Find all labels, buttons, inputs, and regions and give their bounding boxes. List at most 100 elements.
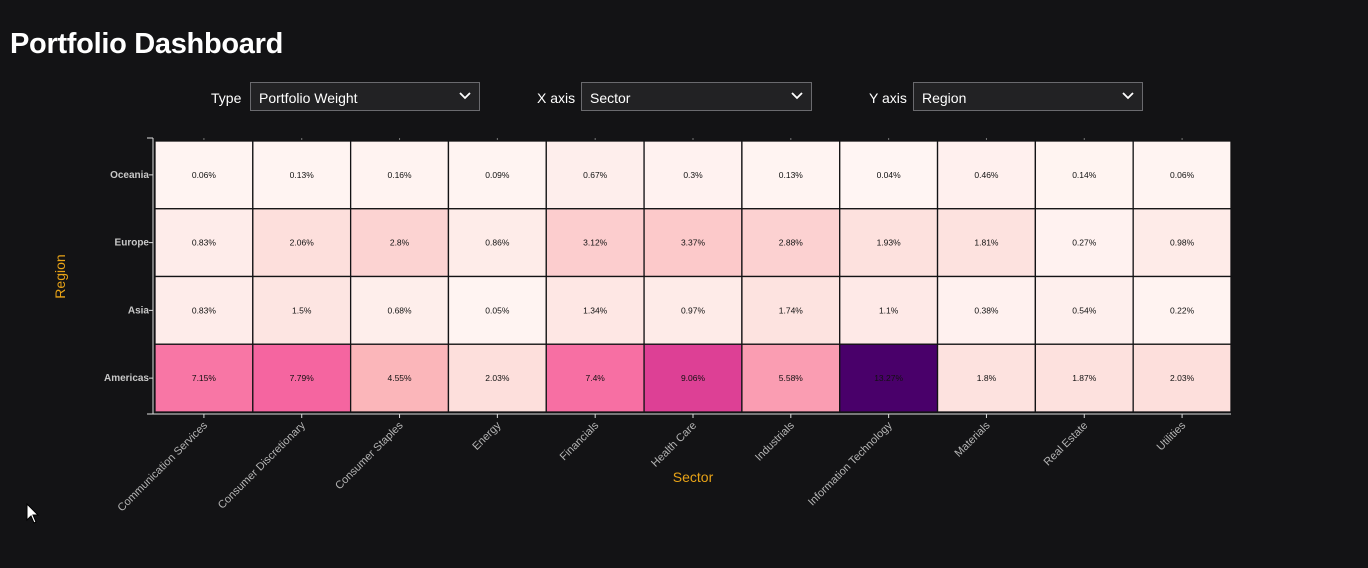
- cell-value-label: 0.09%: [485, 170, 510, 180]
- x-tick-label: Utilities: [1155, 419, 1189, 453]
- chevron-down-icon: [459, 92, 471, 100]
- y-tick-label: Europe: [115, 238, 150, 249]
- y-tick-label: Oceania: [110, 170, 149, 181]
- heatmap-cell: [741, 140, 841, 210]
- x-axis-label: X axis: [537, 90, 576, 106]
- cell-value-label: 7.79%: [290, 373, 315, 383]
- heatmap-cell: [643, 343, 743, 413]
- cell-value-label: 13.27%: [874, 373, 903, 383]
- type-label: Type: [211, 90, 242, 106]
- x-tick-label: Materials: [953, 419, 993, 459]
- heatmap-cell: [936, 140, 1037, 210]
- x-tick-label: Communication Services: [116, 419, 211, 514]
- cell-value-label: 0.38%: [974, 305, 999, 315]
- page-title: Portfolio Dashboard: [10, 28, 284, 60]
- heatmap-cell: [252, 275, 352, 345]
- cell-value-label: 1.8%: [977, 373, 997, 383]
- cell-value-label: 0.98%: [1170, 238, 1195, 248]
- cell-value-label: 0.83%: [192, 238, 217, 248]
- heatmap-cell: [1132, 140, 1232, 210]
- heatmap-cell: [447, 140, 547, 210]
- heatmap-cell: [741, 275, 841, 345]
- y-axis-select[interactable]: Region: [913, 82, 1143, 111]
- heatmap-cell: [936, 208, 1037, 278]
- x-tick-label: Industrials: [753, 419, 797, 463]
- heatmap-cell: [1034, 275, 1134, 345]
- heatmap-cell: [252, 343, 352, 413]
- cell-value-label: 2.88%: [779, 238, 804, 248]
- x-tick-label: Information Technology: [806, 419, 895, 508]
- cell-value-label: 0.68%: [387, 305, 412, 315]
- cell-value-label: 0.13%: [779, 170, 804, 180]
- cell-value-label: 2.06%: [290, 238, 315, 248]
- cell-value-label: 7.15%: [192, 373, 217, 383]
- heatmap-cell: [1034, 343, 1134, 413]
- heatmap-cell: [839, 140, 939, 210]
- cell-value-label: 0.14%: [1072, 170, 1097, 180]
- x-tick-label: Energy: [470, 419, 503, 452]
- x-tick-label: Financials: [558, 419, 602, 463]
- cell-value-label: 0.22%: [1170, 305, 1195, 315]
- cell-value-label: 0.67%: [583, 170, 608, 180]
- heatmap-cell: [643, 208, 743, 278]
- mouse-pointer-icon: [26, 503, 40, 524]
- cell-value-label: 3.12%: [583, 238, 608, 248]
- heatmap-cell: [349, 208, 450, 278]
- heatmap-cell: [252, 140, 352, 210]
- heatmap-cell: [252, 208, 352, 278]
- y-axis-label: Y axis: [869, 90, 907, 106]
- cell-value-label: 0.54%: [1072, 305, 1097, 315]
- cell-value-label: 2.8%: [390, 238, 410, 248]
- cell-value-label: 2.03%: [1170, 373, 1195, 383]
- y-axis-select-value: Region: [922, 90, 967, 106]
- heatmap-cell: [643, 140, 743, 210]
- cell-value-label: 2.03%: [485, 373, 510, 383]
- heatmap-cell: [936, 343, 1037, 413]
- cell-value-label: 0.06%: [192, 170, 217, 180]
- cell-value-label: 5.58%: [779, 373, 804, 383]
- chevron-down-icon: [1122, 92, 1134, 100]
- y-tick-label: Asia: [128, 305, 150, 316]
- heatmap-cell: [741, 208, 841, 278]
- cell-value-label: 0.13%: [290, 170, 315, 180]
- cell-value-label: 0.46%: [974, 170, 999, 180]
- heatmap-cell: [545, 208, 645, 278]
- x-tick-label: Health Care: [649, 420, 699, 470]
- heatmap-cell: [741, 343, 841, 413]
- heatmap-cell: [447, 208, 547, 278]
- heatmap-cell: [154, 208, 254, 278]
- heatmap-cell: [349, 140, 450, 210]
- heatmap-cell: [447, 343, 547, 413]
- cell-value-label: 0.05%: [485, 305, 510, 315]
- type-select-value: Portfolio Weight: [259, 90, 358, 106]
- y-axis-title: Region: [52, 254, 68, 298]
- cell-value-label: 0.83%: [192, 305, 217, 315]
- heatmap-cell: [839, 343, 939, 413]
- cell-value-label: 1.93%: [877, 238, 902, 248]
- cell-value-label: 0.27%: [1072, 238, 1097, 248]
- chevron-down-icon: [791, 92, 803, 100]
- x-tick-label: Real Estate: [1042, 420, 1091, 469]
- cell-value-label: 1.87%: [1072, 373, 1097, 383]
- heatmap-cell: [154, 275, 254, 345]
- cell-value-label: 1.5%: [292, 305, 312, 315]
- heatmap-cell: [1132, 208, 1232, 278]
- heatmap-cell: [1132, 343, 1232, 413]
- cell-value-label: 0.04%: [877, 170, 902, 180]
- cell-value-label: 9.06%: [681, 373, 706, 383]
- x-tick-label: Consumer Staples: [333, 419, 406, 492]
- heatmap-cell: [839, 208, 939, 278]
- heatmap-cell: [1132, 275, 1232, 345]
- type-select[interactable]: Portfolio Weight: [250, 82, 480, 111]
- heatmap-cell: [349, 275, 450, 345]
- cell-value-label: 1.74%: [779, 305, 804, 315]
- x-tick-label: Consumer Discretionary: [216, 419, 308, 511]
- cell-value-label: 1.34%: [583, 305, 608, 315]
- cell-value-label: 3.37%: [681, 238, 706, 248]
- x-axis-select[interactable]: Sector: [581, 82, 812, 111]
- x-axis-select-value: Sector: [590, 90, 631, 106]
- cell-value-label: 0.06%: [1170, 170, 1195, 180]
- heatmap-cell: [1034, 140, 1134, 210]
